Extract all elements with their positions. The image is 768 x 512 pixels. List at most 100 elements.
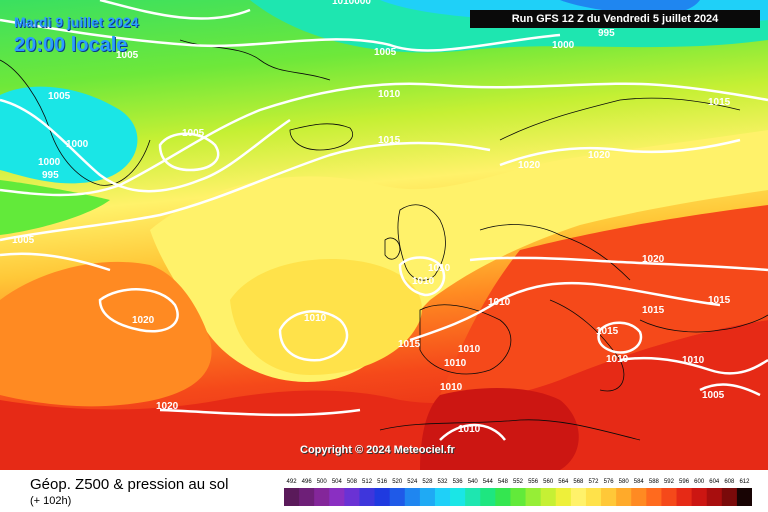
legend-tick-label: 516 xyxy=(377,479,388,485)
legend-swatch xyxy=(555,488,572,506)
legend-swatch xyxy=(616,488,632,506)
isobar-label: 1005 xyxy=(116,50,139,61)
legend-tick-label: 500 xyxy=(317,479,328,485)
legend-swatch xyxy=(525,488,542,506)
legend-tick-label: 612 xyxy=(739,479,750,485)
legend-swatch xyxy=(540,488,557,506)
legend-swatch xyxy=(359,488,376,506)
legend-tick-label: 608 xyxy=(724,479,735,485)
z500-low-greenland xyxy=(0,86,138,184)
copyright: Copyright © 2024 Meteociel.fr xyxy=(300,444,455,456)
isobar-label: 1010 xyxy=(488,297,511,308)
legend-swatch xyxy=(404,488,421,506)
legend-swatch xyxy=(676,488,693,506)
legend-swatch xyxy=(510,488,527,506)
isobar-label: 1010 xyxy=(440,382,463,393)
legend-tick-label: 596 xyxy=(679,479,690,485)
legend-tick-label: 492 xyxy=(287,479,298,485)
isobar-label: 1020 xyxy=(156,401,179,412)
isobar-label: 1000 xyxy=(38,157,61,168)
isobar-label: 1010 xyxy=(304,313,327,324)
legend-tick-label: 496 xyxy=(302,479,313,485)
isobar-label: 1005 xyxy=(702,390,725,401)
legend-tick-label: 512 xyxy=(362,479,373,485)
isobar-label: 1005 xyxy=(182,128,205,139)
legend-swatch xyxy=(570,488,587,506)
legend-swatch xyxy=(329,488,345,506)
isobar-label: 1015 xyxy=(708,295,731,306)
legend-swatch xyxy=(284,488,300,506)
chart-parameter-title: Géop. Z500 & pression au sol xyxy=(30,476,229,493)
isobar-label: 1015 xyxy=(378,135,401,146)
isobar-label: 1015 xyxy=(642,305,665,316)
legend-tick-label: 520 xyxy=(392,479,403,485)
legend-tick-label: 600 xyxy=(694,479,705,485)
legend-swatch xyxy=(631,488,647,506)
legend-tick-label: 564 xyxy=(558,479,569,485)
z500-ridge-outer xyxy=(0,261,212,407)
legend-swatch xyxy=(480,488,496,506)
legend-tick-label: 580 xyxy=(619,479,630,485)
isobar-labels: 1010000 995 1000 1005 1005 1010 1015 100… xyxy=(12,0,731,435)
isobar-label: 1005 xyxy=(374,47,397,58)
legend-tick-label: 536 xyxy=(453,479,464,485)
isobar-label: 1000 xyxy=(552,40,575,51)
legend-tick-label: 528 xyxy=(422,479,433,485)
isobar-label: 1010 xyxy=(458,344,481,355)
isobar-label: 1010 xyxy=(428,263,451,274)
footer: Géop. Z500 & pression au sol (+ 102h) 49… xyxy=(0,470,768,512)
z500-ridge-core xyxy=(230,259,422,375)
z500-band-europe xyxy=(440,205,768,400)
legend-swatch xyxy=(314,488,330,506)
legend-tick-label: 588 xyxy=(649,479,660,485)
isobar-label: 1015 xyxy=(596,326,619,337)
isobar-label: 1015 xyxy=(398,339,421,350)
legend-tick-label: 576 xyxy=(604,479,615,485)
legend-swatch xyxy=(706,488,723,506)
legend-tick-label: 572 xyxy=(588,479,599,485)
isobar-label: 1010 xyxy=(444,358,467,369)
legend-swatch xyxy=(299,488,315,506)
isobar-label: 1005 xyxy=(12,235,35,246)
legend-swatch xyxy=(434,488,451,506)
isobar-label: 1010 xyxy=(378,89,401,100)
legend-swatch xyxy=(374,488,391,506)
isobar-label: 1020 xyxy=(132,315,155,326)
legend-tick-label: 584 xyxy=(634,479,645,485)
legend-swatch xyxy=(495,488,511,506)
legend-tick-label: 532 xyxy=(438,479,449,485)
legend-swatch xyxy=(736,488,752,506)
legend-tick-label: 548 xyxy=(498,479,509,485)
legend-tick-label: 604 xyxy=(709,479,720,485)
legend-tick-label: 540 xyxy=(468,479,479,485)
isobar-label: 1010 xyxy=(412,276,435,287)
isobar-label: 1020 xyxy=(518,160,541,171)
model-run-label: Run GFS 12 Z du Vendredi 5 juillet 2024 xyxy=(470,10,760,28)
legend-swatch xyxy=(450,488,466,506)
legend-swatch xyxy=(465,488,481,506)
isobar-label: 995 xyxy=(598,28,615,39)
local-time: 20:00 locale xyxy=(14,34,128,56)
legend-tick-label: 556 xyxy=(528,479,539,485)
legend-tick-label: 552 xyxy=(513,479,524,485)
legend-tick-label: 560 xyxy=(543,479,554,485)
legend-tick-label: 504 xyxy=(332,479,343,485)
isobar-label: 1020 xyxy=(642,254,665,265)
isobar-label: 1010 xyxy=(606,354,629,365)
lead-time: (+ 102h) xyxy=(30,495,72,507)
isobar-label: 1020 xyxy=(588,150,611,161)
legend-swatch xyxy=(585,488,602,506)
coastlines xyxy=(0,39,768,441)
legend-tick-label: 524 xyxy=(407,479,418,485)
isobar-label: 1010 xyxy=(458,424,481,435)
z500-high-sahara xyxy=(420,388,579,470)
valid-date: Mardi 9 juillet 2024 xyxy=(14,14,139,30)
isobar-label: 1005 xyxy=(48,91,71,102)
legend-tick-label: 592 xyxy=(664,479,675,485)
legend-tick-label: 568 xyxy=(573,479,584,485)
isobar-label: 1010 xyxy=(682,355,705,366)
weather-map: 1010000 995 1000 1005 1005 1010 1015 100… xyxy=(0,0,768,470)
legend-swatch xyxy=(691,488,708,506)
isobars xyxy=(0,0,768,440)
